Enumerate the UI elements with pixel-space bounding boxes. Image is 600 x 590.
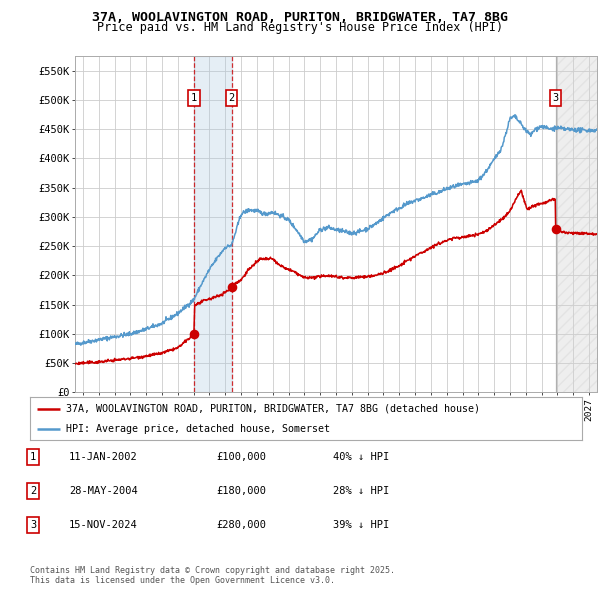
Bar <box>194 56 232 392</box>
Text: 37A, WOOLAVINGTON ROAD, PURITON, BRIDGWATER, TA7 8BG: 37A, WOOLAVINGTON ROAD, PURITON, BRIDGWA… <box>92 11 508 24</box>
Text: 39% ↓ HPI: 39% ↓ HPI <box>333 520 389 530</box>
Text: 1: 1 <box>191 93 197 103</box>
Text: 2: 2 <box>30 486 36 496</box>
Text: 3: 3 <box>30 520 36 530</box>
Text: 11-JAN-2002: 11-JAN-2002 <box>69 453 138 462</box>
Point <box>227 283 236 292</box>
Text: Price paid vs. HM Land Registry's House Price Index (HPI): Price paid vs. HM Land Registry's House … <box>97 21 503 34</box>
Text: 37A, WOOLAVINGTON ROAD, PURITON, BRIDGWATER, TA7 8BG (detached house): 37A, WOOLAVINGTON ROAD, PURITON, BRIDGWA… <box>66 404 480 414</box>
Text: 28-MAY-2004: 28-MAY-2004 <box>69 486 138 496</box>
Bar <box>556 56 597 392</box>
Text: 28% ↓ HPI: 28% ↓ HPI <box>333 486 389 496</box>
Text: £280,000: £280,000 <box>216 520 266 530</box>
Text: 15-NOV-2024: 15-NOV-2024 <box>69 520 138 530</box>
Text: 3: 3 <box>553 93 559 103</box>
Text: £180,000: £180,000 <box>216 486 266 496</box>
Point <box>190 329 199 339</box>
Point <box>551 224 560 233</box>
Text: Contains HM Land Registry data © Crown copyright and database right 2025.
This d: Contains HM Land Registry data © Crown c… <box>30 566 395 585</box>
Text: 40% ↓ HPI: 40% ↓ HPI <box>333 453 389 462</box>
Text: 1: 1 <box>30 453 36 462</box>
Text: 2: 2 <box>229 93 235 103</box>
Text: HPI: Average price, detached house, Somerset: HPI: Average price, detached house, Some… <box>66 424 330 434</box>
Text: £100,000: £100,000 <box>216 453 266 462</box>
